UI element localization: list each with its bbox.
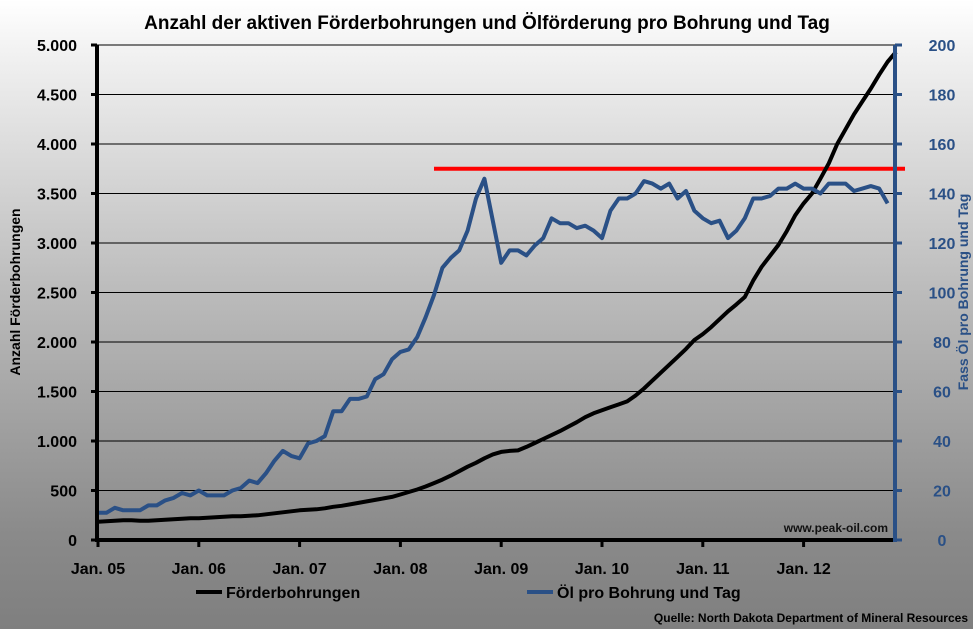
y2-tick-label: 60 [933,385,951,402]
series-line-foerderbohrungen [97,50,898,524]
legend: Förderbohrungen Öl pro Bohrung und Tag [196,583,741,602]
watermark: www.peak-oil.com [783,521,888,535]
x-tick-label: Jan. 08 [373,561,427,578]
y2-tick-label: 160 [929,137,956,154]
chart-title: Anzahl der aktiven Förderbohrungen und Ö… [144,13,830,34]
legend-label-foerderbohrungen: Förderbohrungen [226,585,360,602]
y2-tick-label: 80 [933,335,951,352]
y2-tick-label: 140 [929,187,956,204]
y2-tick-label: 200 [929,38,956,55]
x-tick-label: Jan. 07 [272,561,326,578]
y2-tick-label: 40 [933,434,951,451]
x-tick-label: Jan. 12 [776,561,830,578]
y-tick-label: 5.000 [37,38,77,55]
legend-label-oel: Öl pro Bohrung und Tag [557,583,741,602]
y2-tick-label: 20 [933,484,951,501]
y-tick-label: 0 [68,533,77,550]
x-tick-label: Jan. 06 [172,561,226,578]
y-tick-label: 1.500 [37,385,77,402]
x-tick-label: Jan. 10 [575,561,629,578]
y-tick-label: 500 [50,484,77,501]
x-tick-label: Jan. 09 [474,561,528,578]
x-tick-label: Jan. 05 [71,561,125,578]
y-tick-label: 3.500 [37,187,77,204]
x-tick-label: Jan. 11 [676,561,729,578]
y-axis-label: Anzahl Förderbohrungen [7,208,23,375]
series-line-oel-pro-bohrung [98,176,890,515]
y2-axis-label: Fass Öl pro Bohrung und Tag [955,194,971,391]
y-tick-label: 4.500 [37,88,77,105]
y-tick-label: 2.500 [37,286,77,303]
y2-tick-label: 120 [929,236,956,253]
y2-tick-label: 0 [938,533,947,550]
source-note: Quelle: North Dakota Department of Miner… [654,611,968,625]
y2-tick-label: 180 [929,88,956,105]
y2-tick-label: 100 [929,286,956,303]
y-tick-label: 1.000 [37,434,77,451]
y-tick-label: 2.000 [37,335,77,352]
y-tick-label: 4.000 [37,137,77,154]
y-tick-label: 3.000 [37,236,77,253]
